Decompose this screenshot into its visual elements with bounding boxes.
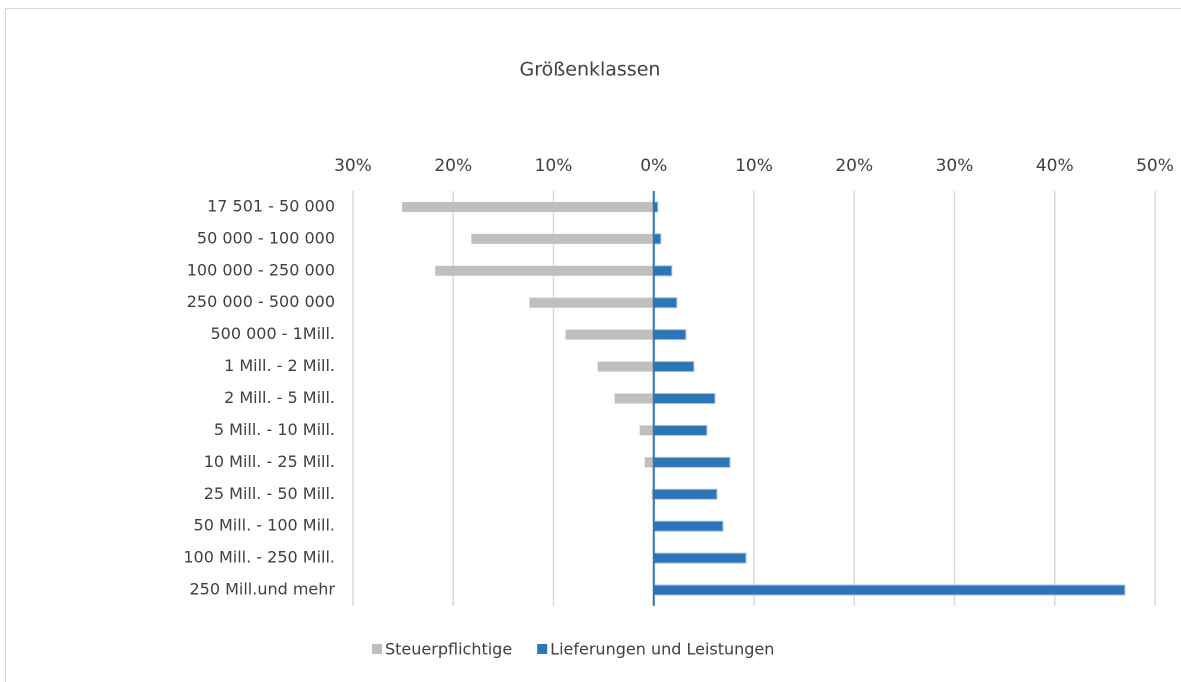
bar <box>653 329 687 341</box>
x-tick-label: 50% <box>1136 156 1174 176</box>
legend-swatch <box>372 644 382 654</box>
x-tick-label: 10% <box>735 156 773 176</box>
bar <box>653 552 747 564</box>
legend-label: Lieferungen und Leistungen <box>550 640 774 659</box>
bar <box>653 424 708 436</box>
x-tick-label: 0% <box>640 156 667 176</box>
y-tick-label: 17 501 - 50 000 <box>207 196 335 215</box>
bar <box>653 488 718 500</box>
y-tick-label: 250 000 - 500 000 <box>187 292 335 311</box>
y-tick-label: 100 Mill. - 250 Mill. <box>183 548 335 567</box>
bar <box>653 265 673 277</box>
y-tick-label: 25 Mill. - 50 Mill. <box>204 484 335 503</box>
bar <box>653 520 724 532</box>
bar <box>565 329 654 340</box>
bar <box>653 297 678 309</box>
y-tick-label: 50 Mill. - 100 Mill. <box>194 516 335 535</box>
x-tick-label: 10% <box>535 156 573 176</box>
bar <box>653 393 716 404</box>
x-tick-label: 30% <box>936 156 974 176</box>
x-tick-label: 20% <box>434 156 472 176</box>
y-tick-label: 1 Mill. - 2 Mill. <box>224 356 335 375</box>
bar <box>471 233 654 244</box>
x-tick-label: 20% <box>835 156 873 176</box>
bar <box>644 457 654 468</box>
bar <box>639 425 654 436</box>
bar <box>653 584 1126 596</box>
x-tick-label: 40% <box>1036 156 1074 176</box>
y-tick-label: 5 Mill. - 10 Mill. <box>214 420 335 439</box>
y-tick-label: 50 000 - 100 000 <box>197 228 335 247</box>
x-tick-label: 30% <box>334 156 372 176</box>
bar <box>402 201 654 212</box>
legend-label: Steuerpflichtige <box>385 640 512 659</box>
bar <box>653 456 731 468</box>
y-tick-label: 100 000 - 250 000 <box>187 260 335 279</box>
chart-title: Größenklassen <box>520 59 661 81</box>
bar <box>597 361 654 372</box>
bar <box>435 265 654 276</box>
bar <box>614 393 654 404</box>
y-tick-label: 2 Mill. - 5 Mill. <box>224 388 335 407</box>
bar <box>529 297 654 308</box>
bar <box>653 233 662 245</box>
legend-swatch <box>537 644 548 654</box>
y-tick-label: 500 000 - 1Mill. <box>210 324 335 343</box>
chart-frame <box>5 8 1181 682</box>
bar <box>651 489 654 500</box>
y-tick-label: 10 Mill. - 25 Mill. <box>204 452 335 471</box>
bar <box>653 361 695 373</box>
y-tick-label: 250 Mill.und mehr <box>189 580 335 599</box>
